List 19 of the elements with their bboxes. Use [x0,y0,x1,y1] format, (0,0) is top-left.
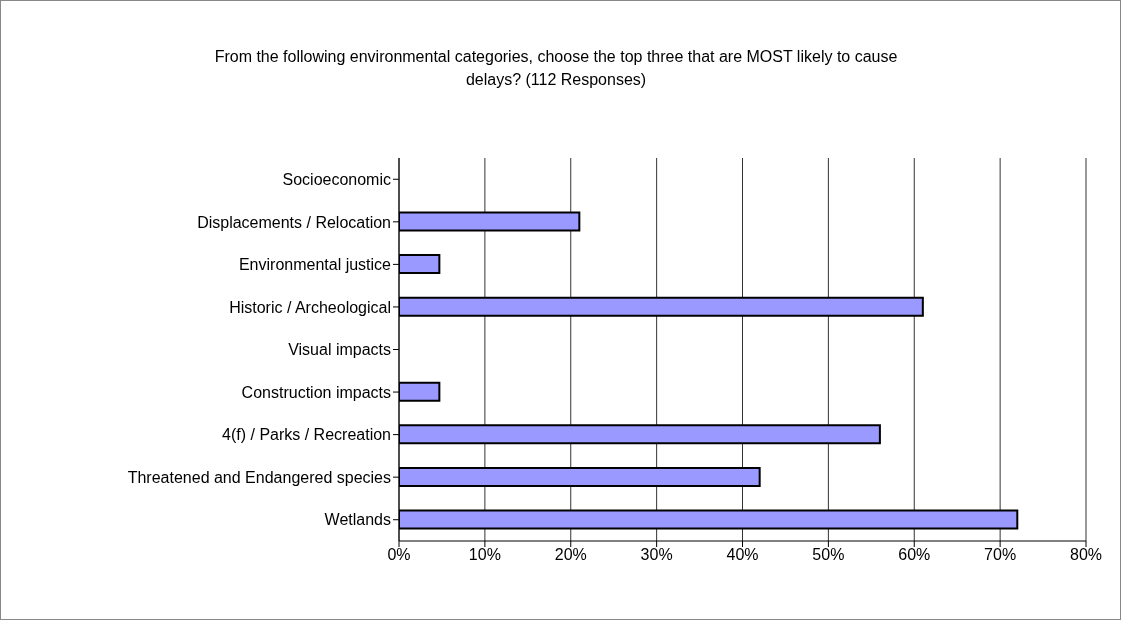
y-tick-label: Wetlands [324,511,391,529]
y-tick-label: Displacements / Relocation [197,213,391,231]
x-tick-label: 30% [640,546,673,564]
y-tick-label: Historic / Archeological [229,298,391,316]
y-tick-label: Environmental justice [238,256,392,274]
x-tick-label: 20% [554,546,587,564]
y-tick-label: Threatened and Endangered species [127,468,391,486]
x-tick-label: 40% [726,546,759,564]
y-tick-label: Socioeconomic [282,170,391,188]
y-tick-label: 4(f) / Parks / Recreation [222,426,391,444]
chart-title: From the following environmental categories, choose the top three that are MOST likely to cause delays? (112 Responses) [213,47,899,90]
y-tick-label: Construction impacts [241,383,391,401]
x-tick-label: 50% [812,546,845,564]
x-tick-label: 0% [387,546,411,564]
x-tick-label: 60% [898,546,931,564]
y-tick-label: Visual impacts [288,341,391,359]
x-tick-label: 10% [468,546,501,564]
x-tick-label: 70% [984,546,1017,564]
x-tick-label: 80% [1069,546,1103,564]
